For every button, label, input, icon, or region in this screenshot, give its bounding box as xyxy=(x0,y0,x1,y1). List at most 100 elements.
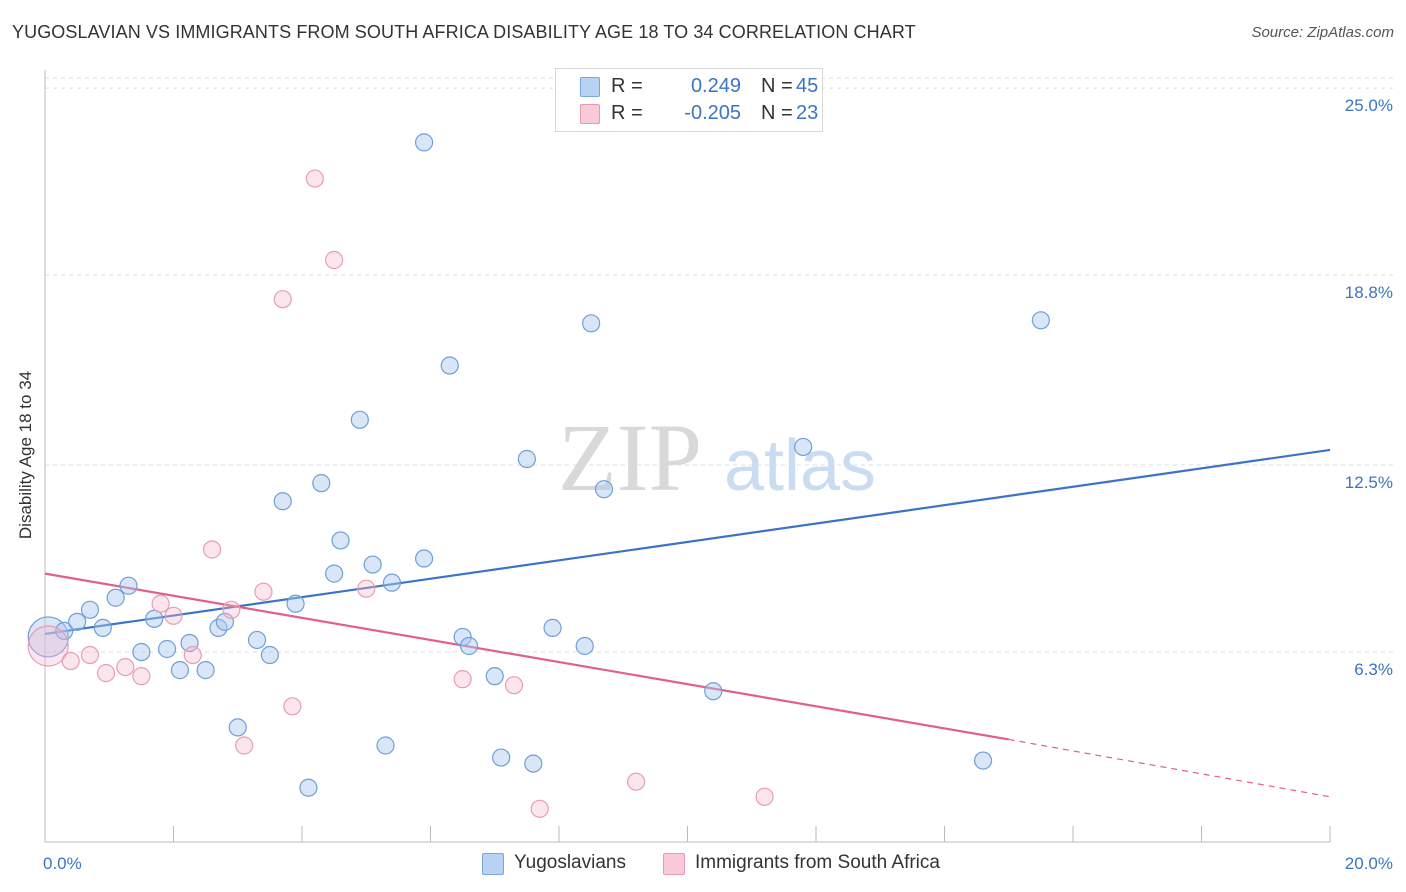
point-yugoslavians xyxy=(594,480,614,499)
watermark: ZIP atlas xyxy=(558,404,876,511)
point-yugoslavians xyxy=(180,633,199,653)
data-points xyxy=(27,133,1050,818)
point-yugoslavians xyxy=(704,682,723,701)
point-yugoslavians xyxy=(132,642,151,662)
point-yugoslavians xyxy=(228,718,247,737)
point-south-africa xyxy=(626,772,646,791)
point-yugoslavians xyxy=(350,410,369,429)
legend-label-south-africa: Immigrants from South Africa xyxy=(695,852,940,873)
point-yugoslavians xyxy=(68,612,87,631)
watermark-zip: ZIP xyxy=(558,404,702,511)
tick-labels: 6.3% 12.5% 18.8% 25.0% 0.0% 20.0% xyxy=(43,96,1393,873)
point-yugoslavians xyxy=(794,437,813,457)
y-tick-label: 25.0% xyxy=(1345,96,1393,115)
trend-line-south-africa-extension xyxy=(1008,738,1331,798)
point-yugoslavians xyxy=(376,736,395,755)
point-yugoslavians xyxy=(157,639,177,659)
point-yugoslavians xyxy=(196,661,215,680)
legend-n-value: 23 xyxy=(796,102,819,124)
point-yugoslavians xyxy=(55,621,74,641)
point-south-africa xyxy=(132,667,151,686)
series-legend: Yugoslavians Immigrants from South Afric… xyxy=(0,852,1406,878)
point-yugoslavians xyxy=(543,618,562,637)
trend-line-yugoslavians xyxy=(44,448,1331,636)
trend-line-south-africa xyxy=(44,572,1009,741)
legend-r-label: R = xyxy=(611,102,643,124)
point-yugoslavians xyxy=(260,645,279,665)
point-yugoslavians xyxy=(325,564,344,583)
point-yugoslavians xyxy=(575,636,594,656)
legend-swatch-blue xyxy=(482,853,504,875)
point-south-africa xyxy=(325,250,344,270)
point-yugoslavians xyxy=(485,667,504,686)
x-tick-label-min: 0.0% xyxy=(43,854,82,873)
point-south-africa xyxy=(235,736,254,755)
point-yugoslavians xyxy=(312,474,331,493)
point-yugoslavians xyxy=(299,778,318,797)
legend-swatch-blue xyxy=(580,77,600,97)
point-south-africa xyxy=(151,594,170,613)
legend-swatch-pink xyxy=(580,104,600,124)
point-south-africa xyxy=(80,645,100,665)
point-yugoslavians xyxy=(286,594,305,613)
point-south-africa xyxy=(453,670,472,689)
source-label: Source: ZipAtlas.com xyxy=(1251,24,1394,41)
point-yugoslavians xyxy=(492,748,511,767)
point-south-africa xyxy=(222,600,241,619)
point-yugoslavians xyxy=(247,630,267,650)
axes xyxy=(44,70,1331,843)
legend-label-yugoslavians: Yugoslavians xyxy=(514,852,626,873)
legend-n-label: N = xyxy=(761,102,793,124)
point-yugoslavians xyxy=(119,576,138,595)
point-yugoslavians xyxy=(170,661,190,680)
legend-r-label: R = xyxy=(611,75,643,97)
watermark-atlas: atlas xyxy=(724,426,876,506)
point-south-africa xyxy=(27,625,69,667)
chart-title: YUGOSLAVIAN VS IMMIGRANTS FROM SOUTH AFR… xyxy=(12,22,916,42)
point-south-africa xyxy=(357,579,376,598)
point-south-africa xyxy=(183,645,202,665)
point-south-africa xyxy=(273,290,292,309)
point-south-africa xyxy=(305,169,324,188)
point-south-africa xyxy=(530,799,549,818)
y-axis-label: Disability Age 18 to 34 xyxy=(16,370,35,540)
point-yugoslavians xyxy=(382,573,402,592)
y-tick-label: 6.3% xyxy=(1354,660,1393,679)
point-yugoslavians xyxy=(440,356,459,375)
point-yugoslavians xyxy=(363,555,382,574)
point-south-africa xyxy=(283,697,302,716)
legend-r-value: 0.249 xyxy=(690,75,741,97)
point-yugoslavians xyxy=(106,588,125,607)
point-yugoslavians xyxy=(145,609,164,628)
point-yugoslavians xyxy=(414,133,434,152)
point-yugoslavians xyxy=(414,549,434,568)
legend-swatch-pink xyxy=(663,853,685,875)
point-south-africa xyxy=(755,787,774,806)
trend-lines xyxy=(44,448,1331,798)
point-yugoslavians xyxy=(273,492,292,511)
legend-n-label: N = xyxy=(761,75,793,97)
point-yugoslavians xyxy=(331,531,350,550)
legend-r-value: -0.205 xyxy=(684,102,741,124)
legend-n-value: 45 xyxy=(796,75,819,97)
point-south-africa xyxy=(254,582,273,601)
point-south-africa xyxy=(61,651,80,671)
point-yugoslavians xyxy=(459,636,479,656)
point-yugoslavians xyxy=(524,754,543,773)
point-yugoslavians xyxy=(1031,311,1050,330)
stats-legend: R = 0.249 N = 45 R = -0.205 N = 23 xyxy=(555,68,823,132)
point-yugoslavians xyxy=(973,751,993,770)
point-south-africa xyxy=(202,540,222,559)
point-yugoslavians xyxy=(80,600,100,619)
point-yugoslavians xyxy=(582,314,601,333)
y-tick-label: 18.8% xyxy=(1345,283,1393,302)
point-south-africa xyxy=(116,657,135,677)
x-tick-label-max: 20.0% xyxy=(1345,854,1393,873)
point-yugoslavians xyxy=(453,627,472,647)
point-yugoslavians xyxy=(517,449,536,469)
point-south-africa xyxy=(504,676,524,695)
point-yugoslavians xyxy=(27,616,69,658)
y-tick-label: 12.5% xyxy=(1345,473,1393,492)
point-yugoslavians xyxy=(93,618,112,637)
